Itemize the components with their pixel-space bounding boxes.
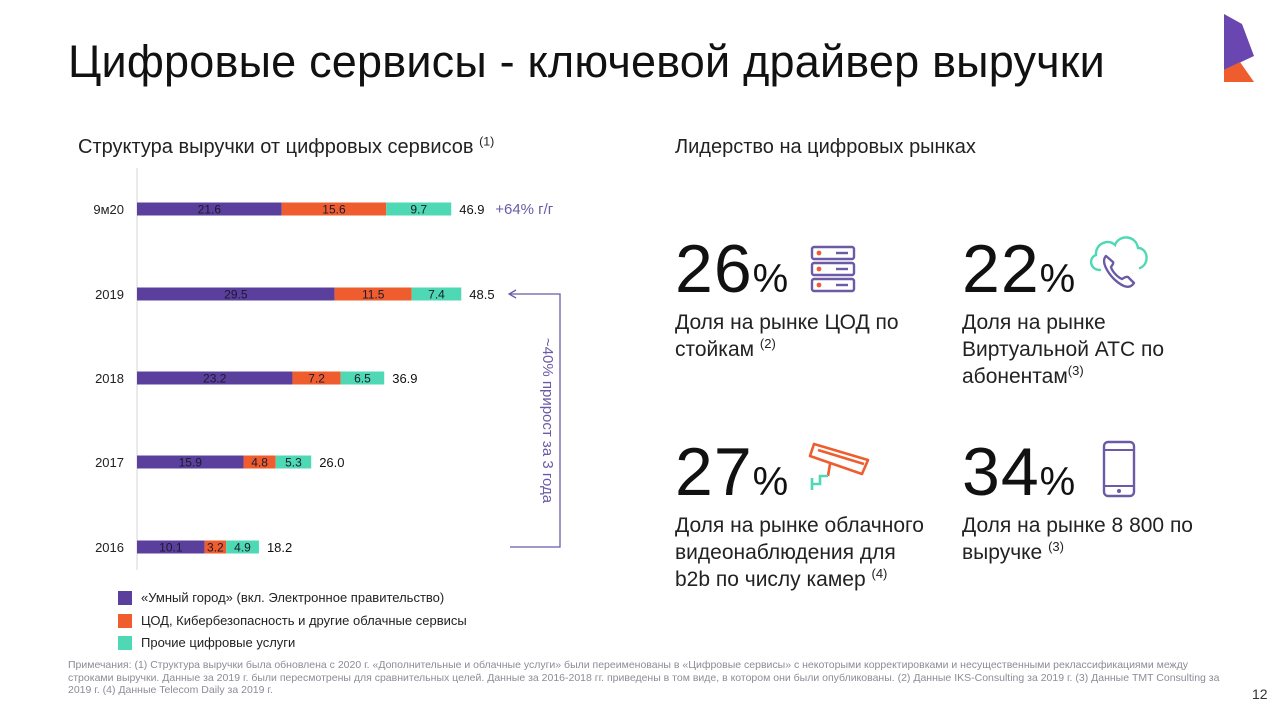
smartphone-icon — [1102, 440, 1136, 498]
server-icon — [810, 245, 856, 293]
chart-subtitle: Структура выручки от цифровых сервисов (… — [78, 134, 495, 158]
stat-description: Доля на рынке ЦОД по стойкам (2) — [675, 311, 899, 361]
bar-segment — [386, 202, 452, 216]
bar-segment — [292, 371, 341, 385]
bar-segment — [243, 455, 276, 469]
bar-segment — [275, 455, 312, 469]
segment-value-label: 9.7 — [410, 203, 427, 217]
stat-unit: % — [752, 460, 789, 504]
segment-value-label: 3.2 — [207, 541, 224, 555]
segment-value-label: 7.2 — [308, 372, 325, 386]
total-label: 26.0 — [319, 455, 344, 470]
category-label: 9м20 — [93, 202, 124, 217]
stat-description: Доля на рынке облачного видеонаблюдения … — [675, 514, 924, 591]
total-label: 18.2 — [267, 540, 292, 555]
revenue-bar-chart: 9м20 21.6 15.6 9.7 46.9 +64% г/г 2019 29.5 11.5 7… — [93, 168, 561, 570]
rostelecom-logo — [1224, 14, 1254, 82]
bar-segment — [226, 540, 259, 554]
bracket-label: ~40% прирост за 3 года — [539, 338, 556, 504]
cloud-phone-icon — [1089, 236, 1148, 288]
growth-bracket — [510, 293, 561, 548]
segment-value-label: 4.8 — [251, 456, 268, 470]
total-label: 36.9 — [392, 371, 417, 386]
stat-number: 27 — [675, 434, 753, 510]
legend-swatch — [118, 613, 132, 628]
cctv-camera-icon — [808, 442, 870, 490]
segment-value-label: 15.6 — [322, 203, 346, 217]
total-label: 48.5 — [469, 287, 494, 302]
stat-number: 22 — [962, 231, 1040, 307]
stat-unit: % — [1039, 460, 1076, 504]
bar-segment — [340, 371, 385, 385]
stat-video-surveillance: 27% Доля на рынке облачного видеонаблюде… — [675, 438, 924, 593]
stat-unit: % — [752, 257, 789, 301]
category-label: 2019 — [95, 287, 124, 302]
segment-value-label: 29.5 — [224, 288, 248, 302]
segment-value-label: 4.9 — [234, 541, 251, 555]
bar-segment — [281, 202, 387, 216]
legend-item-dc-cloud: ЦОД, Кибербезопасность и другие облачные… — [118, 613, 467, 628]
growth-label: +64% г/г — [495, 201, 554, 218]
bar-segment — [137, 287, 335, 301]
legend-swatch — [118, 590, 132, 605]
legend-item-other: Прочие цифровые услуги — [118, 635, 295, 650]
bar-segment — [411, 287, 462, 301]
bar-segment — [204, 540, 227, 554]
segment-value-label: 15.9 — [179, 456, 203, 470]
stat-number: 34 — [962, 434, 1040, 510]
stat-description: Доля на рынке 8 800 по выручке (3) — [962, 514, 1193, 564]
stat-unit: % — [1039, 257, 1076, 301]
footnotes: Примечания: (1) Структура выручки была о… — [68, 659, 1220, 696]
stat-description: Доля на рынке Виртуальной АТС по абонент… — [962, 311, 1165, 388]
bar-segment — [137, 202, 282, 216]
stat-8800: 34% Доля на рынке 8 800 по выручке (3) — [962, 438, 1193, 566]
bar-segment — [137, 455, 244, 469]
bar-segment — [137, 371, 293, 385]
total-label: 46.9 — [459, 202, 484, 217]
segment-value-label: 11.5 — [362, 288, 385, 302]
segment-value-label: 7.4 — [428, 288, 445, 302]
page-number: 12 — [1252, 686, 1268, 702]
segment-value-label: 6.5 — [354, 372, 371, 386]
stat-number: 26 — [675, 231, 753, 307]
stat-virtual-pbx: 22% Доля на рынке Виртуальной АТС по або… — [962, 235, 1164, 390]
segment-value-label: 21.6 — [198, 203, 222, 217]
category-label: 2018 — [95, 371, 124, 386]
stat-data-center: 26% Доля на рынке ЦОД по стойкам (2) — [675, 235, 899, 363]
legend-item-smart-city: «Умный город» (вкл. Электронное правител… — [118, 590, 444, 605]
bar-segment — [334, 287, 412, 301]
bar-segment — [137, 540, 205, 554]
category-label: 2016 — [95, 540, 124, 555]
legend-swatch — [118, 635, 132, 650]
segment-value-label: 23.2 — [203, 372, 227, 386]
segment-value-label: 5.3 — [285, 456, 302, 470]
page-title: Цифровые сервисы - ключевой драйвер выру… — [68, 36, 1106, 87]
segment-value-label: 10.1 — [159, 541, 183, 555]
category-label: 2017 — [95, 455, 124, 470]
bracket-arrowhead — [507, 289, 517, 299]
stats-subtitle: Лидерство на цифровых рынках — [675, 136, 976, 158]
